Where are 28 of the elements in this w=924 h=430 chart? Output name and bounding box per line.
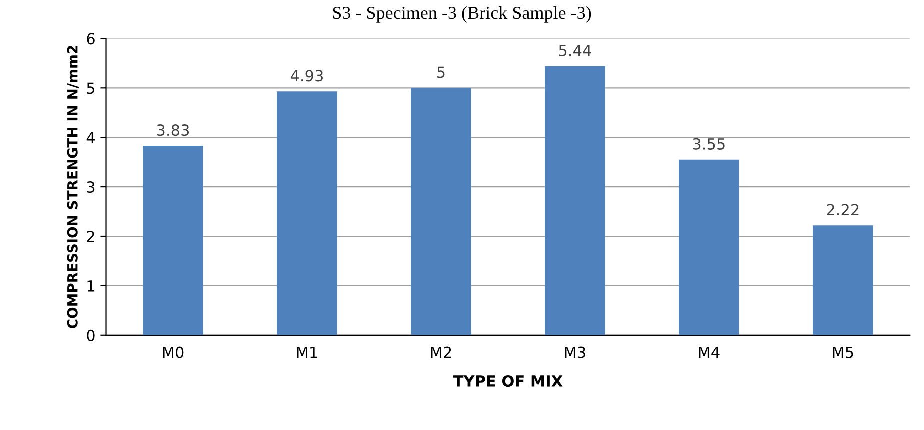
x-tick-label: M0 (163, 346, 184, 358)
x-tick-label: M4 (699, 346, 720, 358)
data-label: 4.93 (290, 70, 324, 82)
x-tick-label: M1 (297, 346, 318, 358)
x-axis-title: TYPE OF MIX (453, 375, 563, 388)
data-label: 2.22 (827, 204, 859, 216)
x-tick-label: M3 (565, 346, 586, 358)
y-tick-label: 1 (88, 280, 94, 292)
y-axis-title: COMPRESSION STRENGTH IN N/mm2 (67, 46, 79, 329)
bar (813, 226, 874, 336)
bar (277, 92, 338, 336)
y-tick-label: 2 (87, 230, 94, 242)
data-label: 5 (438, 66, 445, 78)
bar (143, 146, 204, 336)
y-tick-label: 3 (87, 182, 95, 194)
chart-title: S3 - Specimen -3 (Brick Sample -3) (333, 6, 592, 23)
bar (545, 66, 606, 336)
data-label: 3.83 (157, 124, 190, 136)
y-tick-label: 5 (87, 82, 95, 94)
bar (411, 88, 472, 336)
data-label: 5.44 (559, 45, 592, 56)
y-tick-label: 6 (87, 33, 95, 45)
x-tick-label: M5 (833, 346, 854, 358)
y-tick-label: 0 (87, 330, 95, 342)
y-tick-label: 4 (86, 132, 95, 144)
data-label: 3.55 (693, 138, 725, 150)
bar (679, 160, 740, 336)
x-tick-label: M2 (431, 346, 452, 358)
